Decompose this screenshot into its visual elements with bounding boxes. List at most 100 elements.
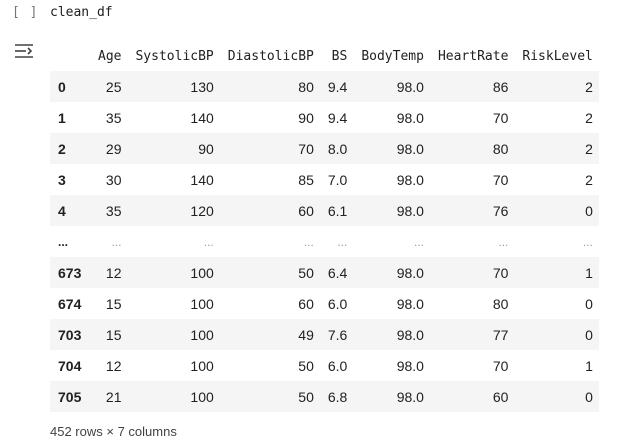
table-cell: 50 (219, 381, 320, 412)
column-header: DiastolicBP (227, 49, 314, 64)
row-index: 703 (50, 319, 90, 350)
table-cell: 0 (514, 195, 599, 226)
table-cell: ... (514, 226, 599, 257)
table-cell: 2 (514, 71, 599, 102)
table-cell: 15 (90, 288, 128, 319)
table-cell: 21 (90, 381, 128, 412)
table-cell: 6.8 (319, 381, 354, 412)
table-cell: 50 (219, 257, 320, 288)
run-cell-button[interactable]: [ ] (12, 5, 39, 20)
table-cell: 120 (127, 195, 220, 226)
table-cell: 100 (127, 350, 220, 381)
table-cell: 70 (429, 257, 515, 288)
column-header: RiskLevel (522, 49, 593, 64)
table-cell: 100 (127, 288, 220, 319)
column-header: BodyTemp (361, 49, 424, 64)
row-index: ... (50, 226, 90, 257)
dataframe-shape: 452 rows × 7 columns (50, 424, 177, 439)
table-cell: ... (219, 226, 320, 257)
table-row: 674 15 100 60 6.0 98.0 80 0 (50, 288, 599, 319)
table-cell: 9.4 (319, 102, 354, 133)
table-cell: 35 (90, 195, 128, 226)
table-cell: 49 (219, 319, 320, 350)
dataframe-output: Age SystolicBP DiastolicBP BS BodyTemp H… (50, 42, 599, 412)
row-index: 3 (50, 164, 90, 195)
table-cell: 98.0 (353, 164, 430, 195)
table-cell: 25 (90, 71, 128, 102)
row-index: 704 (50, 350, 90, 381)
table-cell: 0 (514, 381, 599, 412)
table-cell: 2 (514, 133, 599, 164)
dataframe-table: Age SystolicBP DiastolicBP BS BodyTemp H… (50, 42, 599, 412)
table-cell: 60 (429, 381, 515, 412)
row-index: 674 (50, 288, 90, 319)
row-index: 2 (50, 133, 90, 164)
table-row: 704 12 100 50 6.0 98.0 70 1 (50, 350, 599, 381)
table-cell: 7.6 (319, 319, 354, 350)
table-cell: 6.0 (319, 288, 354, 319)
table-cell: 2 (514, 164, 599, 195)
row-index: 4 (50, 195, 90, 226)
table-row: 705 21 100 50 6.8 98.0 60 0 (50, 381, 599, 412)
table-row: 0 25 130 80 9.4 98.0 86 2 (50, 71, 599, 102)
table-cell: 29 (90, 133, 128, 164)
table-cell: 70 (429, 102, 515, 133)
table-cell: ... (353, 226, 430, 257)
table-body: 0 25 130 80 9.4 98.0 86 2 1 35 140 90 9.4 98.0 70 2 2 29 9… (50, 71, 599, 412)
table-cell: 76 (429, 195, 515, 226)
row-index: 705 (50, 381, 90, 412)
table-cell: 98.0 (353, 257, 430, 288)
table-cell: 70 (429, 350, 515, 381)
table-cell: 7.0 (319, 164, 354, 195)
table-cell: 60 (219, 288, 320, 319)
row-index: 0 (50, 71, 90, 102)
header-row: Age SystolicBP DiastolicBP BS BodyTemp H… (50, 42, 599, 71)
table-cell: 6.1 (319, 195, 354, 226)
column-header: Age (98, 49, 122, 64)
table-cell: 140 (127, 102, 220, 133)
table-cell: 98.0 (353, 350, 430, 381)
table-cell: 8.0 (319, 133, 354, 164)
table-cell: 2 (514, 102, 599, 133)
table-cell: 12 (90, 257, 128, 288)
table-row: 3 30 140 85 7.0 98.0 70 2 (50, 164, 599, 195)
table-cell: 70 (429, 164, 515, 195)
table-cell: 15 (90, 319, 128, 350)
table-cell: 98.0 (353, 195, 430, 226)
index-header (50, 42, 90, 71)
table-cell: 98.0 (353, 102, 430, 133)
table-row: 4 35 120 60 6.1 98.0 76 0 (50, 195, 599, 226)
table-cell: 0 (514, 319, 599, 350)
table-cell: 98.0 (353, 71, 430, 102)
table-cell: 0 (514, 288, 599, 319)
table-cell: 80 (429, 133, 515, 164)
table-cell: 30 (90, 164, 128, 195)
table-cell: 85 (219, 164, 320, 195)
table-cell: 35 (90, 102, 128, 133)
table-cell: 98.0 (353, 381, 430, 412)
table-row: 2 29 90 70 8.0 98.0 80 2 (50, 133, 599, 164)
code-text[interactable]: clean_df (50, 5, 113, 20)
table-cell: 100 (127, 319, 220, 350)
table-cell: 9.4 (319, 71, 354, 102)
table-cell: 90 (219, 102, 320, 133)
column-header: HeartRate (437, 49, 509, 64)
table-cell: 130 (127, 71, 220, 102)
row-index: 1 (50, 102, 90, 133)
table-row: 703 15 100 49 7.6 98.0 77 0 (50, 319, 599, 350)
output-collapse-icon[interactable] (13, 42, 35, 60)
table-cell: 1 (514, 350, 599, 381)
table-cell: ... (127, 226, 220, 257)
row-index: 673 (50, 257, 90, 288)
code-cell[interactable]: [ ] clean_df (0, 0, 619, 34)
table-cell: 80 (429, 288, 515, 319)
table-cell: 50 (219, 350, 320, 381)
table-cell: 90 (127, 133, 220, 164)
table-row: 673 12 100 50 6.4 98.0 70 1 (50, 257, 599, 288)
table-cell: 100 (127, 257, 220, 288)
table-cell: ... (429, 226, 515, 257)
table-cell: 100 (127, 381, 220, 412)
table-cell: 70 (219, 133, 320, 164)
column-header: BS (331, 49, 348, 64)
